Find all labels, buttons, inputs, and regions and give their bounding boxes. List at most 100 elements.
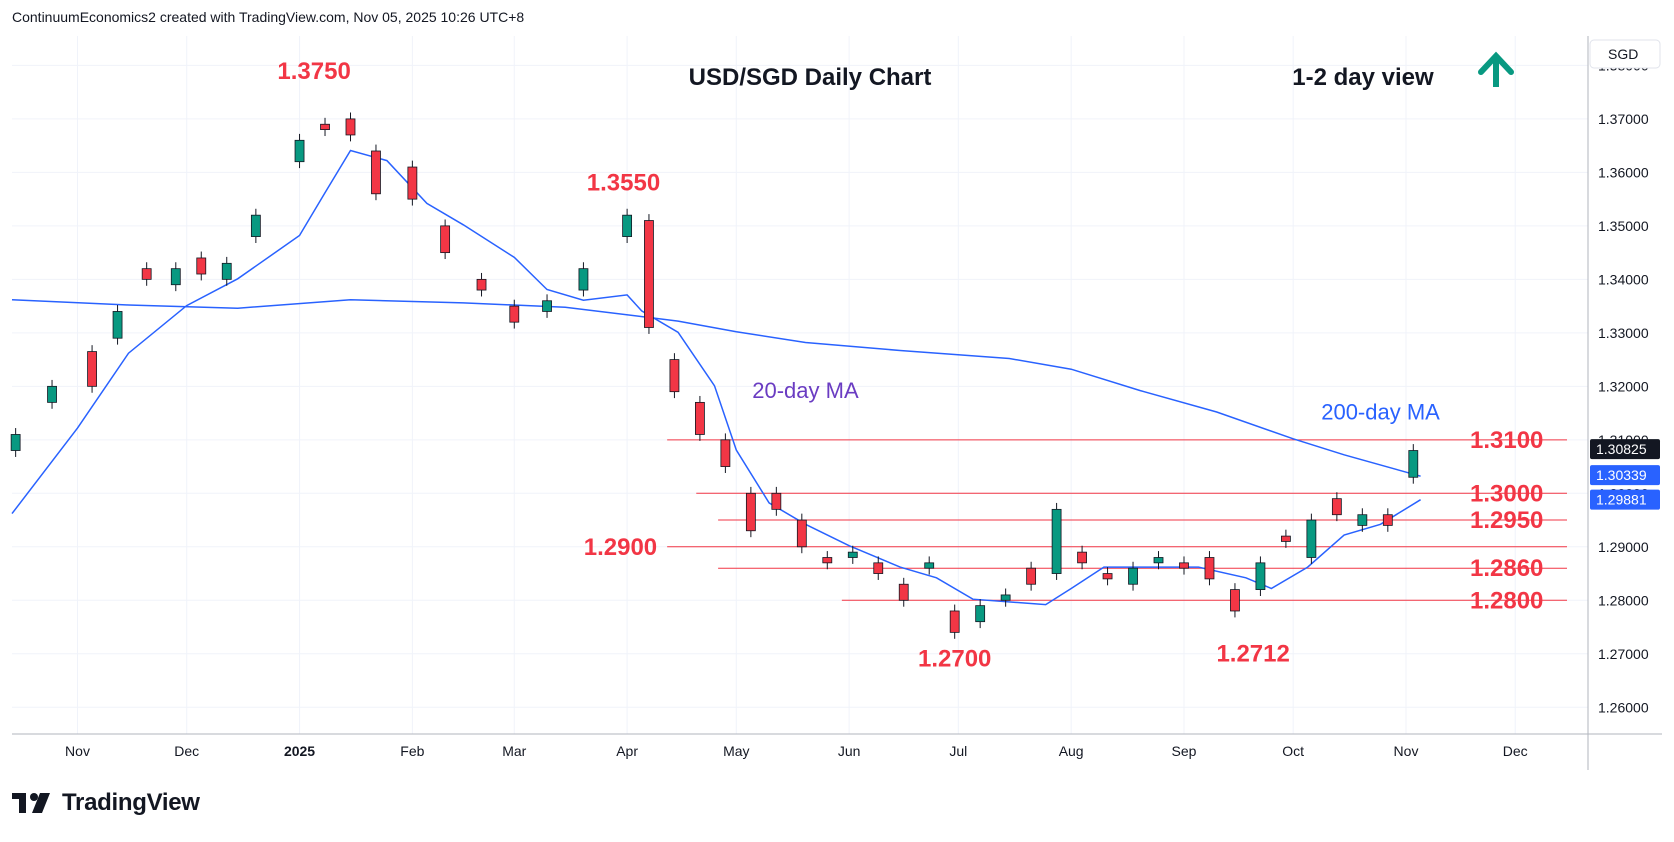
candle-up: [1000, 594, 1011, 601]
ma-label: 20-day MA: [752, 378, 859, 403]
candle-down: [1179, 562, 1189, 569]
candle-up: [1153, 557, 1164, 564]
candle-down: [1102, 573, 1113, 580]
candle-down: [695, 401, 705, 435]
candlestick-series: [10, 112, 1419, 639]
price-tick-label: 1.28000: [1598, 592, 1649, 608]
price-tick-label: 1.37000: [1598, 111, 1649, 127]
price-tick-label: 1.27000: [1598, 646, 1649, 662]
candle-up: [250, 214, 261, 237]
candle-up: [1306, 519, 1317, 558]
time-tick-label: Dec: [174, 743, 199, 759]
tradingview-logo-icon: [12, 793, 50, 813]
candle-up: [847, 551, 858, 558]
time-tick-label: Feb: [400, 743, 424, 759]
candle-down: [1077, 551, 1087, 564]
moving-averages: [11, 149, 1421, 606]
candle-down: [1230, 589, 1240, 612]
time-tick-label: Dec: [1503, 743, 1528, 759]
candle-down: [644, 220, 654, 328]
time-tick-label: Sep: [1172, 743, 1197, 759]
time-tick-label: Oct: [1282, 743, 1304, 759]
candle-down: [87, 351, 97, 387]
candle-up: [1408, 450, 1419, 478]
candle-down: [476, 278, 487, 291]
candle-down: [796, 519, 807, 548]
price-annotation: 1.3750: [277, 58, 350, 85]
level-label: 1.2900: [584, 534, 657, 561]
candle-up: [294, 139, 305, 163]
candle-down: [771, 492, 782, 510]
candle-down: [1204, 557, 1215, 580]
time-tick-label: 2025: [284, 743, 315, 759]
candle-down: [873, 562, 884, 574]
candle-up: [1255, 562, 1266, 590]
price-annotation: 1.2700: [918, 646, 991, 673]
candle-down: [196, 257, 207, 275]
level-label: 1.3100: [1470, 427, 1543, 454]
up-arrow-icon: [1478, 51, 1514, 87]
time-tick-label: Mar: [502, 743, 526, 759]
price-tick-label: 1.26000: [1598, 699, 1649, 715]
candle-down: [1026, 567, 1037, 585]
price-label: 1.30825: [1596, 441, 1647, 457]
time-tick-label: Jun: [838, 743, 861, 759]
brand-name: TradingView: [62, 789, 200, 816]
price-label-bg: [1590, 439, 1660, 460]
candle-up: [924, 562, 935, 569]
candle-up: [542, 300, 552, 312]
candle-down: [745, 492, 756, 532]
time-tick-label: Apr: [616, 743, 638, 759]
candle-down: [371, 150, 381, 195]
candle-down: [1281, 535, 1291, 542]
level-label: 1.2860: [1470, 555, 1543, 582]
candle-up: [112, 311, 123, 339]
candle-down: [509, 305, 520, 323]
price-tick-label: 1.35000: [1598, 218, 1649, 234]
candle-up: [170, 268, 181, 286]
price-label: 1.30339: [1596, 467, 1647, 483]
candle-up: [1128, 567, 1138, 585]
time-tick-label: Aug: [1059, 743, 1084, 759]
candle-up: [975, 605, 986, 623]
level-label: 1.2800: [1470, 587, 1543, 614]
candle-down: [1331, 498, 1342, 516]
candle-down: [1382, 514, 1393, 526]
level-label: 1.3000: [1470, 480, 1543, 507]
price-tick-label: 1.33000: [1598, 325, 1649, 341]
price-tick-label: 1.34000: [1598, 271, 1649, 287]
chart-annotations: 1.3750 1.3550 1.2700 1.2712 20-day MA 200-day…: [277, 58, 1440, 673]
candle-up: [1051, 508, 1062, 574]
price-tick-label: 1.29000: [1598, 539, 1649, 555]
candle-down: [822, 557, 833, 564]
currency-badge: [1589, 39, 1661, 69]
candle-down: [141, 268, 152, 280]
price-label-bg: [1590, 465, 1660, 486]
candle-down: [320, 123, 330, 131]
price-annotation: 1.2712: [1216, 640, 1289, 667]
candle-down: [898, 583, 909, 601]
chart-title: USD/SGD Daily Chart: [689, 64, 932, 91]
price-labels: 1.30825 1.30339 1.29881: [1590, 439, 1660, 510]
candle-up: [578, 268, 589, 291]
candle-down: [669, 359, 680, 393]
chart-attribution: ContinuumEconomics2 created with Trading…: [12, 9, 525, 25]
ma-line: [11, 149, 1421, 606]
price-label: 1.29881: [1596, 492, 1647, 508]
candle-up: [622, 214, 633, 237]
candle-down: [440, 225, 451, 254]
candle-up: [1357, 514, 1368, 526]
time-tick-label: Nov: [1394, 743, 1419, 759]
price-tick-label: 1.36000: [1598, 164, 1649, 180]
price-annotation: 1.3550: [587, 170, 660, 197]
time-tick-label: May: [723, 743, 749, 759]
candle-down: [345, 118, 356, 136]
ma-label: 200-day MA: [1321, 399, 1440, 424]
chart-subtitle: 1-2 day view: [1292, 64, 1434, 91]
tradingview-logo[interactable]: TradingView: [12, 789, 200, 817]
price-label-bg: [1590, 489, 1660, 510]
currency-label: SGD: [1608, 46, 1638, 62]
level-label: 1.2950: [1470, 507, 1543, 534]
